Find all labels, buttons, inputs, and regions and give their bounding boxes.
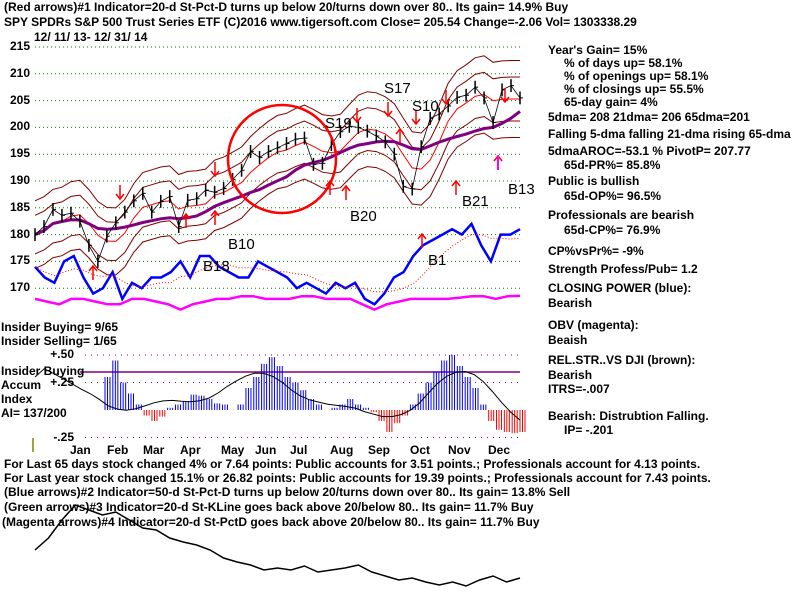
month-label: Dec	[488, 443, 511, 457]
footer-blue-arrows: (Blue arrows)#2 Indicator=50-d St-Pct-D …	[4, 485, 571, 499]
month-label: Aug	[330, 443, 354, 457]
openings-up: % of openings up= 58.1%	[564, 69, 709, 83]
ai-tick-label: +.50	[50, 347, 74, 361]
month-label: Oct	[410, 443, 431, 457]
y-tick-label: 185	[9, 199, 30, 214]
obv-state: Beaish	[548, 333, 588, 347]
relstr-state: Bearish	[548, 368, 593, 382]
insider-selling: Insider Selling= 1/65	[1, 334, 117, 348]
ai-tick-label: +.25	[50, 374, 74, 389]
arrowhead-icon	[341, 184, 351, 192]
y-tick-label: 170	[9, 280, 30, 295]
arrowhead-icon	[88, 264, 98, 272]
closing-power-ma	[34, 234, 521, 293]
obv-line	[34, 294, 521, 311]
upper-band	[34, 55, 520, 209]
arrowhead-icon	[417, 232, 427, 240]
obv-label: OBV (magenta):	[548, 318, 639, 332]
ai-ma-line	[34, 368, 521, 421]
y-tick-label: 190	[9, 173, 30, 187]
y-tick-label: 180	[9, 226, 30, 241]
arrowhead-icon	[383, 110, 393, 118]
date-range: 12/ 11/ 13- 12/ 31/ 14	[34, 30, 148, 44]
arrowhead-icon	[210, 170, 220, 178]
public-status: Public is bullish	[548, 174, 640, 188]
signal-b1: B1	[428, 252, 447, 269]
arrowhead-icon	[352, 116, 362, 124]
y-tick-label: 195	[9, 146, 30, 161]
month-label: Mar	[143, 443, 165, 457]
y-tick-label: 200	[9, 119, 30, 134]
signal-s10: S10	[412, 98, 439, 115]
ai-label-insider: Insider Buying	[1, 364, 85, 378]
month-label: May	[221, 443, 245, 457]
cp-vs-pr: CP%vsPr%= -9%	[548, 244, 644, 258]
lower-band-inner	[34, 115, 520, 262]
closings-up: % of closings up= 55.5%	[564, 82, 704, 96]
closing-power-label: CLOSING POWER (blue):	[548, 281, 692, 295]
signal-b20: B20	[350, 208, 377, 225]
footer-green-arrows: (Green arrows)#3 Indicator=20-d St-KLine…	[4, 500, 534, 514]
ai-label-accum: Accum	[1, 378, 42, 392]
arrowhead-icon	[181, 212, 191, 220]
month-label: Sep	[368, 443, 391, 457]
signal-b10: B10	[228, 236, 255, 253]
rel-strength-line	[34, 504, 521, 587]
month-label: Nov	[448, 443, 471, 457]
y-tick-label: 175	[9, 253, 30, 268]
ai-label-index: Index	[1, 392, 33, 406]
month-label: Jun	[255, 443, 277, 457]
ai-tick-label: -.25	[53, 429, 74, 444]
month-label: Apr	[180, 443, 201, 457]
closing-power-state: Bearish	[548, 296, 593, 310]
signal-b13: B13	[508, 181, 535, 198]
indicator-1-text: (Red arrows)#1 Indicator=20-d St-Pct-D t…	[4, 0, 569, 14]
op-pct: 65d-OP%= 96.5%	[564, 189, 662, 203]
arrowhead-icon	[411, 118, 421, 126]
y-tick-label: 210	[9, 65, 30, 80]
gain-65day: 65-day gain= 4%	[564, 95, 658, 109]
arrowhead-icon	[451, 179, 461, 187]
highlight-circle	[226, 103, 338, 215]
cp-pct: 65d-CP%= 76.9%	[564, 223, 661, 237]
itrs-value: ITRS=-.007	[548, 382, 610, 396]
month-label: Jul	[290, 443, 308, 457]
arrowhead-icon	[500, 96, 510, 104]
month-label: Jan	[70, 443, 91, 457]
ai-value: AI= 137/200	[1, 406, 67, 420]
distribution-status: Bearish: Distrubtion Falling.	[548, 409, 709, 423]
arrowhead-icon	[395, 127, 405, 135]
month-label: Feb	[107, 443, 129, 457]
aroc-pivot: 5dmaAROC=-53.1 % PivotP= 207.77	[548, 144, 751, 158]
signal-s17: S17	[384, 80, 411, 97]
arrowhead-icon	[441, 98, 451, 106]
arrowhead-icon	[325, 179, 335, 187]
ip-value: IP= -.201	[564, 423, 614, 437]
dma-values: 5dma= 208 21dma= 206 65dma=201	[548, 110, 750, 124]
pr-pct: 65d-PR%= 85.8%	[564, 158, 661, 172]
price-line	[34, 85, 521, 263]
closing-power-line	[34, 221, 521, 306]
years-gain: Year's Gain= 15%	[548, 43, 648, 57]
signal-s19: S19	[325, 115, 352, 132]
ma21-line	[34, 93, 520, 242]
footer-65day: For Last 65 days stock changed 4% or 7.6…	[4, 457, 701, 471]
y-tick-label: 205	[9, 92, 30, 107]
arrowhead-icon	[115, 193, 125, 201]
insider-buying: Insider Buying= 9/65	[1, 320, 119, 334]
footer-magenta-arrows: (Magenta arrows)#4 Indicator=20-d St-Pct…	[2, 515, 540, 529]
y-tick-label: 215	[9, 39, 30, 53]
dma-trend: Falling 5-dma falling 21-dma rising 65-d…	[548, 127, 791, 141]
lower-band	[34, 132, 520, 276]
signal-b21: B21	[462, 193, 489, 210]
footer-year: For Last year stock changed 15.1% or 26.…	[4, 471, 711, 485]
relstr-label: REL.STR..VS DJI (brown):	[548, 353, 696, 367]
arrowhead-icon	[210, 209, 220, 217]
professionals-status: Professionals are bearish	[548, 208, 695, 222]
signal-b18: B18	[203, 258, 230, 275]
ticker-line: SPY SPDRs S&P 500 Trust Series ETF (C)20…	[4, 15, 637, 29]
strength-ratio: Strength Profess/Pub= 1.2	[548, 262, 698, 276]
days-up: % of days up= 58.1%	[564, 56, 683, 70]
